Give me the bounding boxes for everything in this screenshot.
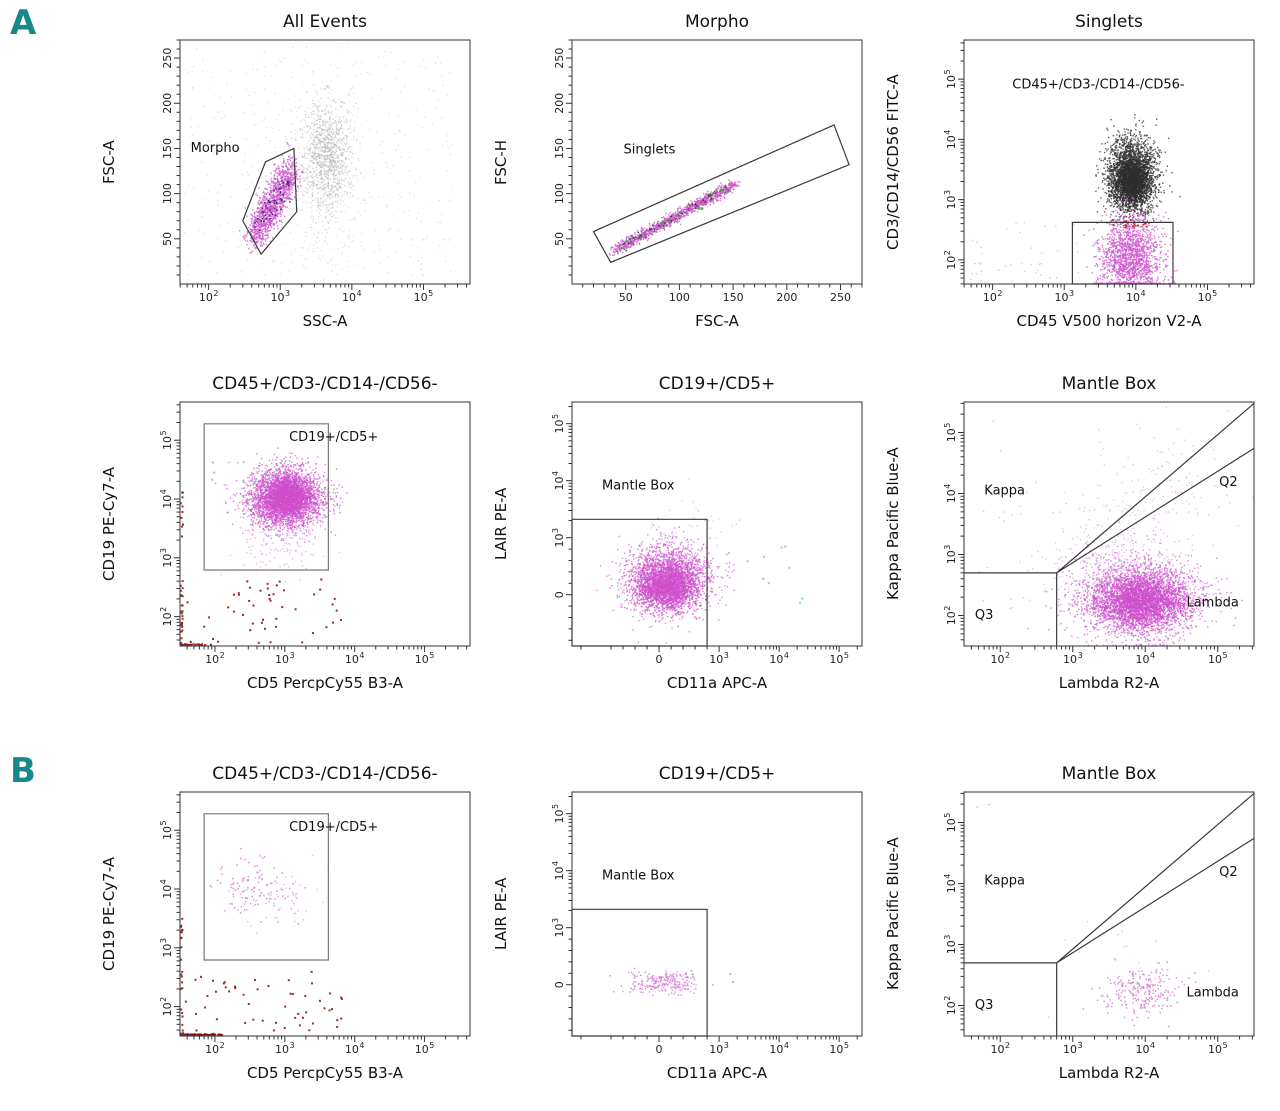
y-axis-label: Kappa Pacific Blue-A (884, 447, 902, 601)
plot-a-kappa-lambda: Mantle Box Kappa Pacific Blue-A Lambda R… (884, 368, 1260, 696)
y-axis-label: FSC-A (100, 140, 118, 184)
plot-b-cd19-cd5: CD45+/CD3-/CD14-/CD56- CD19 PE-Cy7-A CD5… (100, 758, 476, 1086)
scatter-canvas-a-lair (518, 394, 868, 674)
x-axis-label: CD11a APC-A (666, 674, 768, 692)
scatter-canvas-singlets (910, 32, 1260, 312)
plot-title: CD45+/CD3-/CD14-/CD56- (212, 374, 438, 394)
x-axis-label: FSC-A (695, 312, 739, 330)
plot-a-cd19-cd5: CD45+/CD3-/CD14-/CD56- CD19 PE-Cy7-A CD5… (100, 368, 476, 696)
y-axis-label: CD3/CD14/CD56 FITC-A (884, 74, 902, 250)
scatter-canvas-b-lair (518, 784, 868, 1064)
plot-title: CD19+/CD5+ (658, 764, 776, 784)
scatter-canvas-a-cd19 (126, 394, 476, 674)
scatter-canvas-b-kappa (910, 784, 1260, 1064)
scatter-canvas-all-events (126, 32, 476, 312)
x-axis-label: CD5 PercpCy55 B3-A (246, 674, 404, 692)
panel-label-b: B (10, 751, 36, 791)
plot-a-all-events: All Events FSC-A SSC-A (100, 6, 476, 334)
plot-a-singlets: Singlets CD3/CD14/CD56 FITC-A CD45 V500 … (884, 6, 1260, 334)
y-axis-label: CD19 PE-Cy7-A (100, 856, 118, 972)
scatter-canvas-b-cd19 (126, 784, 476, 1064)
y-axis-label: FSC-H (492, 139, 510, 185)
panel-label-a: A (10, 3, 37, 43)
plot-title: Mantle Box (1061, 374, 1157, 394)
x-axis-label: CD11a APC-A (666, 1064, 768, 1082)
x-axis-label: CD45 V500 horizon V2-A (1016, 312, 1202, 330)
plot-title: All Events (282, 12, 368, 32)
plot-title: Morpho (684, 12, 750, 32)
plot-title: Mantle Box (1061, 764, 1157, 784)
x-axis-label: SSC-A (302, 312, 348, 330)
y-axis-label: Kappa Pacific Blue-A (884, 837, 902, 991)
x-axis-label: CD5 PercpCy55 B3-A (246, 1064, 404, 1082)
plot-a-morpho: Morpho FSC-H FSC-A (492, 6, 868, 334)
plot-title: CD19+/CD5+ (658, 374, 776, 394)
plot-b-lair-cd11a: CD19+/CD5+ LAIR PE-A CD11a APC-A (492, 758, 868, 1086)
y-axis-label: CD19 PE-Cy7-A (100, 466, 118, 582)
plot-title: Singlets (1075, 12, 1143, 32)
plot-b-kappa-lambda: Mantle Box Kappa Pacific Blue-A Lambda R… (884, 758, 1260, 1086)
scatter-canvas-a-kappa (910, 394, 1260, 674)
plot-a-lair-cd11a: CD19+/CD5+ LAIR PE-A CD11a APC-A (492, 368, 868, 696)
y-axis-label: LAIR PE-A (492, 487, 510, 561)
plot-title: CD45+/CD3-/CD14-/CD56- (212, 764, 438, 784)
x-axis-label: Lambda R2-A (1058, 674, 1160, 692)
scatter-canvas-morpho (518, 32, 868, 312)
y-axis-label: LAIR PE-A (492, 877, 510, 951)
x-axis-label: Lambda R2-A (1058, 1064, 1160, 1082)
